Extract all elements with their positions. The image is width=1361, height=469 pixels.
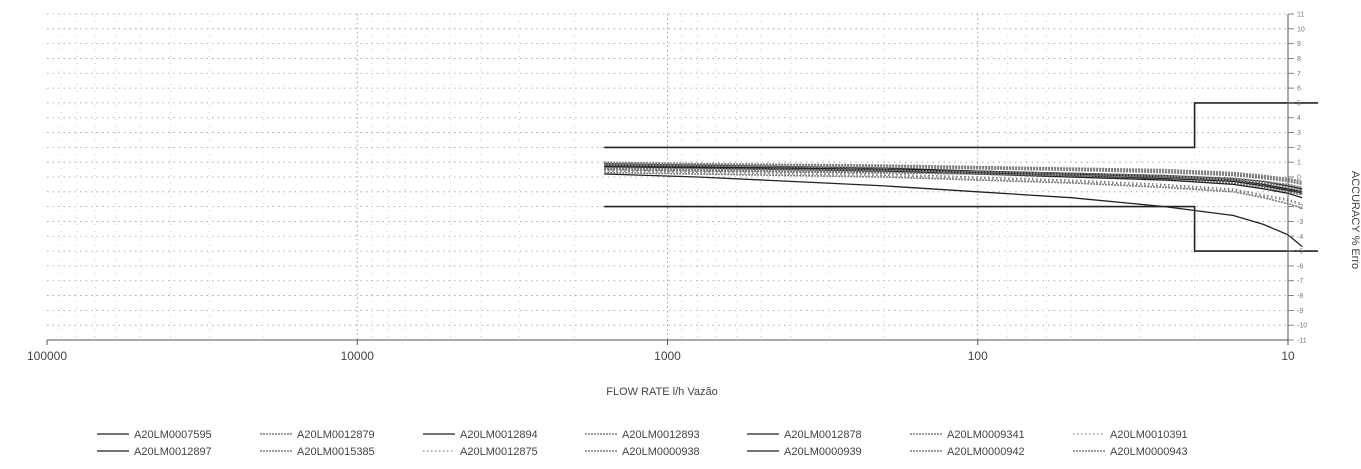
series-line-12 xyxy=(604,164,1303,186)
legend-label-5: A20LM0009341 xyxy=(947,429,1025,441)
y-tick-label-17: -6 xyxy=(1297,263,1303,270)
legend-label-4: A20LM0012878 xyxy=(784,429,862,441)
x-tick-label-3: 100 xyxy=(968,349,988,363)
legend-label-2: A20LM0012894 xyxy=(460,429,538,441)
legend-label-6: A20LM0010391 xyxy=(1110,429,1188,441)
y-tick-label-20: -9 xyxy=(1297,308,1303,315)
x-tick-label-1: 10000 xyxy=(341,349,375,363)
legend-label-8: A20LM0015385 xyxy=(297,446,375,458)
limit-curves xyxy=(604,102,1319,252)
y-tick-label-1: 10 xyxy=(1297,26,1305,33)
y-tick-label-0: 11 xyxy=(1297,12,1304,19)
y-tick-label-7: 4 xyxy=(1297,115,1301,122)
legend: A20LM0007595 A20LM0012879 A20LM0012894 A20L… xyxy=(97,429,1188,458)
y-tick-label-2: 9 xyxy=(1297,41,1301,48)
y-tick-label-21: -10 xyxy=(1297,323,1307,330)
y-tick-label-22: -11 xyxy=(1297,338,1307,345)
series-line-9 xyxy=(604,169,1303,205)
x-tick-label-4: 10 xyxy=(1281,349,1295,363)
y-tick-label-13: -2 xyxy=(1297,204,1303,211)
y-tick-label-12: -1 xyxy=(1297,189,1303,196)
y-tick-label-15: -4 xyxy=(1297,234,1303,241)
axis-layer: 100000 10000 1000 100 1011109876543210-1-2-3… xyxy=(27,12,1307,364)
x-tick-label-2: 1000 xyxy=(654,349,681,363)
legend-label-7: A20LM0012897 xyxy=(134,446,212,458)
y-tick-label-11: 0 xyxy=(1297,175,1301,182)
legend-label-10: A20LM0000938 xyxy=(622,446,700,458)
legend-label-0: A20LM0007595 xyxy=(134,429,212,441)
y-tick-label-10: 1 xyxy=(1297,160,1301,167)
series-line-7 xyxy=(604,173,1303,248)
y-tick-label-19: -8 xyxy=(1297,293,1303,300)
x-tick-label-0: 100000 xyxy=(27,349,67,363)
legend-label-12: A20LM0000942 xyxy=(947,446,1025,458)
legend-label-13: A20LM0000943 xyxy=(1110,446,1188,458)
y-tick-label-4: 7 xyxy=(1297,71,1301,78)
series-line-4 xyxy=(604,165,1303,199)
y-tick-label-8: 3 xyxy=(1297,130,1301,137)
legend-label-11: A20LM0000939 xyxy=(784,446,862,458)
y-tick-label-18: -7 xyxy=(1297,278,1303,285)
series-line-10 xyxy=(604,162,1303,184)
y-tick-label-14: -3 xyxy=(1297,219,1303,226)
legend-label-3: A20LM0012893 xyxy=(622,429,700,441)
legend-label-9: A20LM0012875 xyxy=(460,446,538,458)
series-line-6 xyxy=(604,170,1303,206)
limit-curve-lower xyxy=(604,205,1319,252)
series-line-13 xyxy=(604,167,1303,189)
series-layer xyxy=(604,161,1303,248)
legend-label-1: A20LM0012879 xyxy=(297,429,375,441)
y-tick-label-9: 2 xyxy=(1297,145,1301,152)
y-tick-label-6: 5 xyxy=(1297,100,1301,107)
series-line-5 xyxy=(604,168,1303,192)
x-axis-title: FLOW RATE l/h Vazão xyxy=(606,386,717,398)
y-tick-label-16: -5 xyxy=(1297,249,1303,256)
y-axis-title: ACCURACY % Erro xyxy=(1349,171,1361,269)
limit-curve-upper xyxy=(604,102,1319,149)
y-tick-label-3: 8 xyxy=(1297,56,1301,63)
y-tick-label-5: 6 xyxy=(1297,86,1301,93)
